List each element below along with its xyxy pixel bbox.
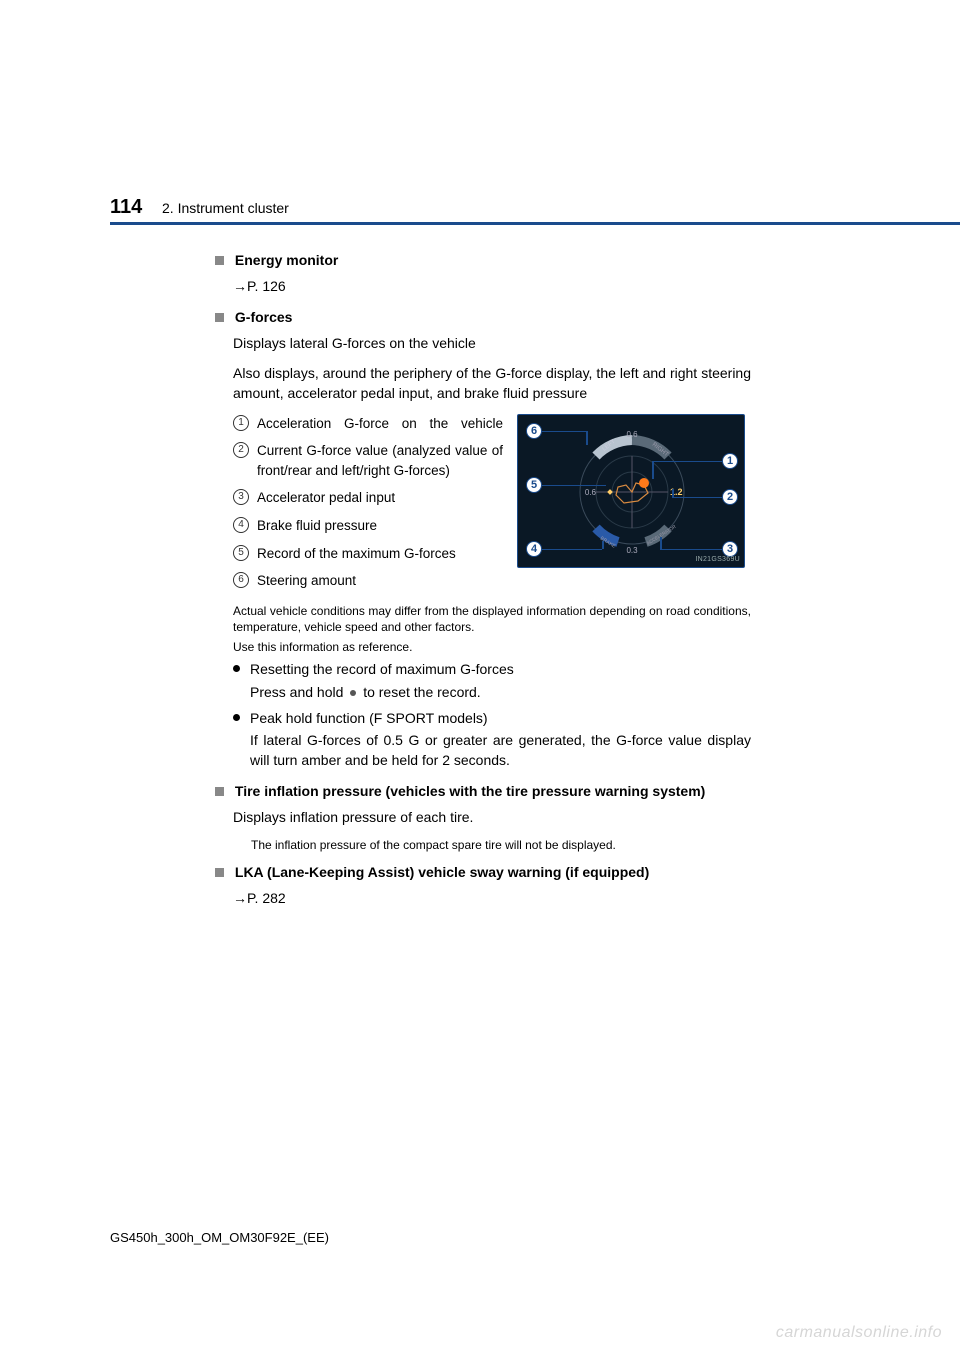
item-text: Current G-force value (analyzed value of… [257, 441, 503, 480]
section-title: G-forces [235, 309, 293, 325]
page-reference: →P. 126 [233, 276, 751, 296]
section-energy-monitor: Energy monitor [215, 250, 751, 270]
page-reference: →P. 282 [233, 888, 751, 908]
dot-bullet-icon [233, 665, 240, 672]
square-bullet-icon [215, 256, 224, 265]
page-number: 114 [110, 196, 142, 219]
callout-line [586, 431, 588, 445]
figure-code: IN21GS369U [695, 555, 740, 565]
sub-item-title: Peak hold function (F SPORT models) [250, 708, 751, 728]
watermark: carmanualsonline.info [776, 1324, 942, 1342]
square-bullet-icon [215, 313, 224, 322]
sub-item-reset: Resetting the record of maximum G-forces [233, 659, 751, 679]
item-text: Brake fluid pressure [257, 516, 503, 536]
footnote-text: Actual vehicle conditions may differ fro… [233, 603, 751, 635]
section-desc: Also displays, around the periphery of t… [233, 363, 751, 404]
number-circle-icon: 1 [233, 415, 249, 431]
list-item: 5 Record of the maximum G-forces [233, 544, 503, 564]
section-title: Tire inflation pressure (vehicles with t… [235, 783, 705, 799]
gauge-label-top: 0.6 [626, 430, 638, 439]
item-text: Steering amount [257, 571, 503, 591]
sub-item-title: Resetting the record of maximum G-forces [250, 659, 751, 679]
footnote-text: Use this information as reference. [233, 639, 751, 655]
g-force-diagram: 0.6 0.6 1.2 0.3 LEFT RIGHT BRAKE ACCELER… [517, 414, 745, 568]
reset-text-b: to reset the record. [363, 684, 481, 700]
section-body: Displays inflation pressure of each tire… [233, 807, 751, 827]
sub-item-body: Press and hold to reset the record. [250, 682, 751, 702]
callout-line [536, 431, 586, 433]
list-item: 3 Accelerator pedal input [233, 488, 503, 508]
footnote-text: The inflation pressure of the compact sp… [251, 837, 751, 853]
section-g-forces: G-forces [215, 307, 751, 327]
callout-line [602, 541, 604, 549]
number-circle-icon: 5 [233, 545, 249, 561]
list-item: 6 Steering amount [233, 571, 503, 591]
sub-item-body: If lateral G-forces of 0.5 G or greater … [250, 730, 751, 771]
item-text: Accelerator pedal input [257, 488, 503, 508]
square-bullet-icon [215, 787, 224, 796]
callout-5: 5 [526, 477, 542, 493]
g-force-figure-column: 0.6 0.6 1.2 0.3 LEFT RIGHT BRAKE ACCELER… [517, 414, 745, 599]
section-tire-pressure: Tire inflation pressure (vehicles with t… [215, 781, 751, 801]
section-title: LKA (Lane-Keeping Assist) vehicle sway w… [235, 864, 649, 880]
square-bullet-icon [215, 868, 224, 877]
sub-item-peak: Peak hold function (F SPORT models) [233, 708, 751, 728]
number-circle-icon: 2 [233, 442, 249, 458]
list-item: 1 Acceleration G-force on the vehicle [233, 414, 503, 434]
reset-text-a: Press and hold [250, 684, 347, 700]
section-title: Energy monitor [235, 252, 338, 268]
number-circle-icon: 6 [233, 572, 249, 588]
callout-line [672, 489, 674, 497]
chapter-title: 2. Instrument cluster [162, 200, 289, 216]
numbered-list: 1 Acceleration G-force on the vehicle 2 Cu… [233, 414, 503, 599]
callout-line [660, 549, 730, 551]
header-rule [110, 222, 960, 225]
callout-line [660, 537, 662, 549]
callout-6: 6 [526, 423, 542, 439]
list-item: 2 Current G-force value (analyzed value o… [233, 441, 503, 480]
gauge-label-bottom: 0.3 [626, 546, 638, 555]
number-circle-icon: 4 [233, 517, 249, 533]
button-dot-icon [350, 690, 356, 696]
callout-line [652, 461, 730, 463]
number-circle-icon: 3 [233, 489, 249, 505]
document-code: GS450h_300h_OM_OM30F92E_(EE) [110, 1230, 329, 1245]
callout-4: 4 [526, 541, 542, 557]
section-intro: Displays lateral G-forces on the vehicle [233, 333, 751, 353]
dot-bullet-icon [233, 714, 240, 721]
content-area: Energy monitor →P. 126 G-forces Displays… [215, 250, 751, 918]
section-lka: LKA (Lane-Keeping Assist) vehicle sway w… [215, 862, 751, 882]
callout-2: 2 [722, 489, 738, 505]
item-text: Acceleration G-force on the vehicle [257, 414, 503, 434]
callout-line [536, 485, 606, 487]
callout-1: 1 [722, 453, 738, 469]
arc-label-accel: ACCELERATOR [646, 523, 678, 545]
list-item: 4 Brake fluid pressure [233, 516, 503, 536]
callout-line [652, 461, 654, 479]
callout-line [536, 549, 602, 551]
page: 114 2. Instrument cluster Energy monitor… [0, 0, 960, 1358]
g-force-two-column: 1 Acceleration G-force on the vehicle 2 Cu… [233, 414, 751, 599]
item-text: Record of the maximum G-forces [257, 544, 503, 564]
gauge-label-left: 0.6 [585, 488, 597, 497]
